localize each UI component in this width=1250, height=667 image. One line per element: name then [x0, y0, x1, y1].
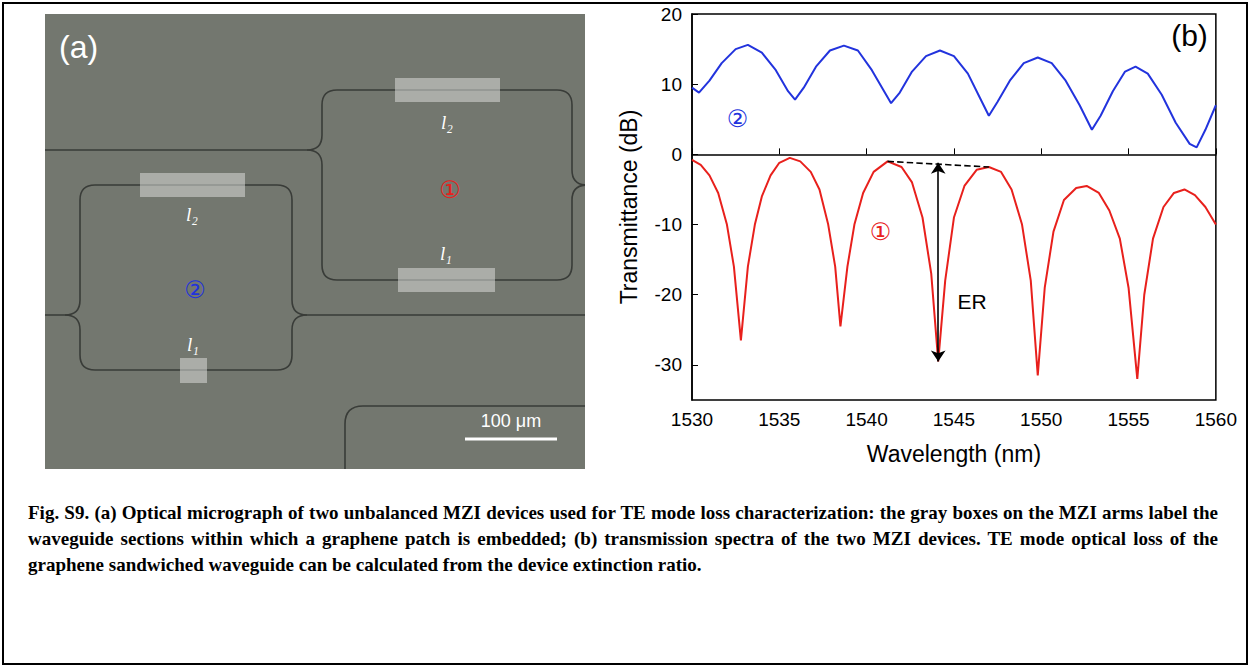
svg-text:1560: 1560: [1195, 409, 1237, 430]
svg-text:1555: 1555: [1107, 409, 1149, 430]
svg-text:l₂: l₂: [186, 204, 198, 225]
svg-text:l₁: l₁: [187, 334, 199, 355]
svg-text:1535: 1535: [758, 409, 800, 430]
svg-text:1545: 1545: [933, 409, 975, 430]
svg-text:(b): (b): [1171, 19, 1208, 52]
svg-text:0: 0: [671, 144, 682, 165]
svg-text:1530: 1530: [671, 409, 713, 430]
svg-text:①: ①: [439, 176, 461, 204]
svg-text:①: ①: [870, 218, 892, 246]
html-text:Fig. S9. (a) Optical micrograp: Fig. S9. (a) Optical micrograph of two u…: [28, 502, 1218, 575]
svg-text:-30: -30: [655, 354, 682, 375]
svg-text:100 μm: 100 μm: [481, 411, 541, 431]
svg-text:②: ②: [727, 105, 749, 133]
svg-text:1540: 1540: [845, 409, 887, 430]
svg-text:ER: ER: [957, 290, 986, 313]
svg-text:Transmittance (dB): Transmittance (dB): [616, 110, 642, 305]
svg-text:20: 20: [661, 4, 682, 25]
svg-text:l₁: l₁: [440, 243, 452, 264]
svg-text:10: 10: [661, 74, 682, 95]
svg-text:1550: 1550: [1020, 409, 1062, 430]
svg-text:②: ②: [184, 276, 206, 304]
svg-text:(a): (a): [59, 29, 98, 65]
svg-text:-20: -20: [655, 284, 682, 305]
svg-text:-10: -10: [655, 214, 682, 235]
svg-text:Wavelength (nm): Wavelength (nm): [867, 441, 1041, 467]
svg-text:l₂: l₂: [441, 112, 453, 133]
